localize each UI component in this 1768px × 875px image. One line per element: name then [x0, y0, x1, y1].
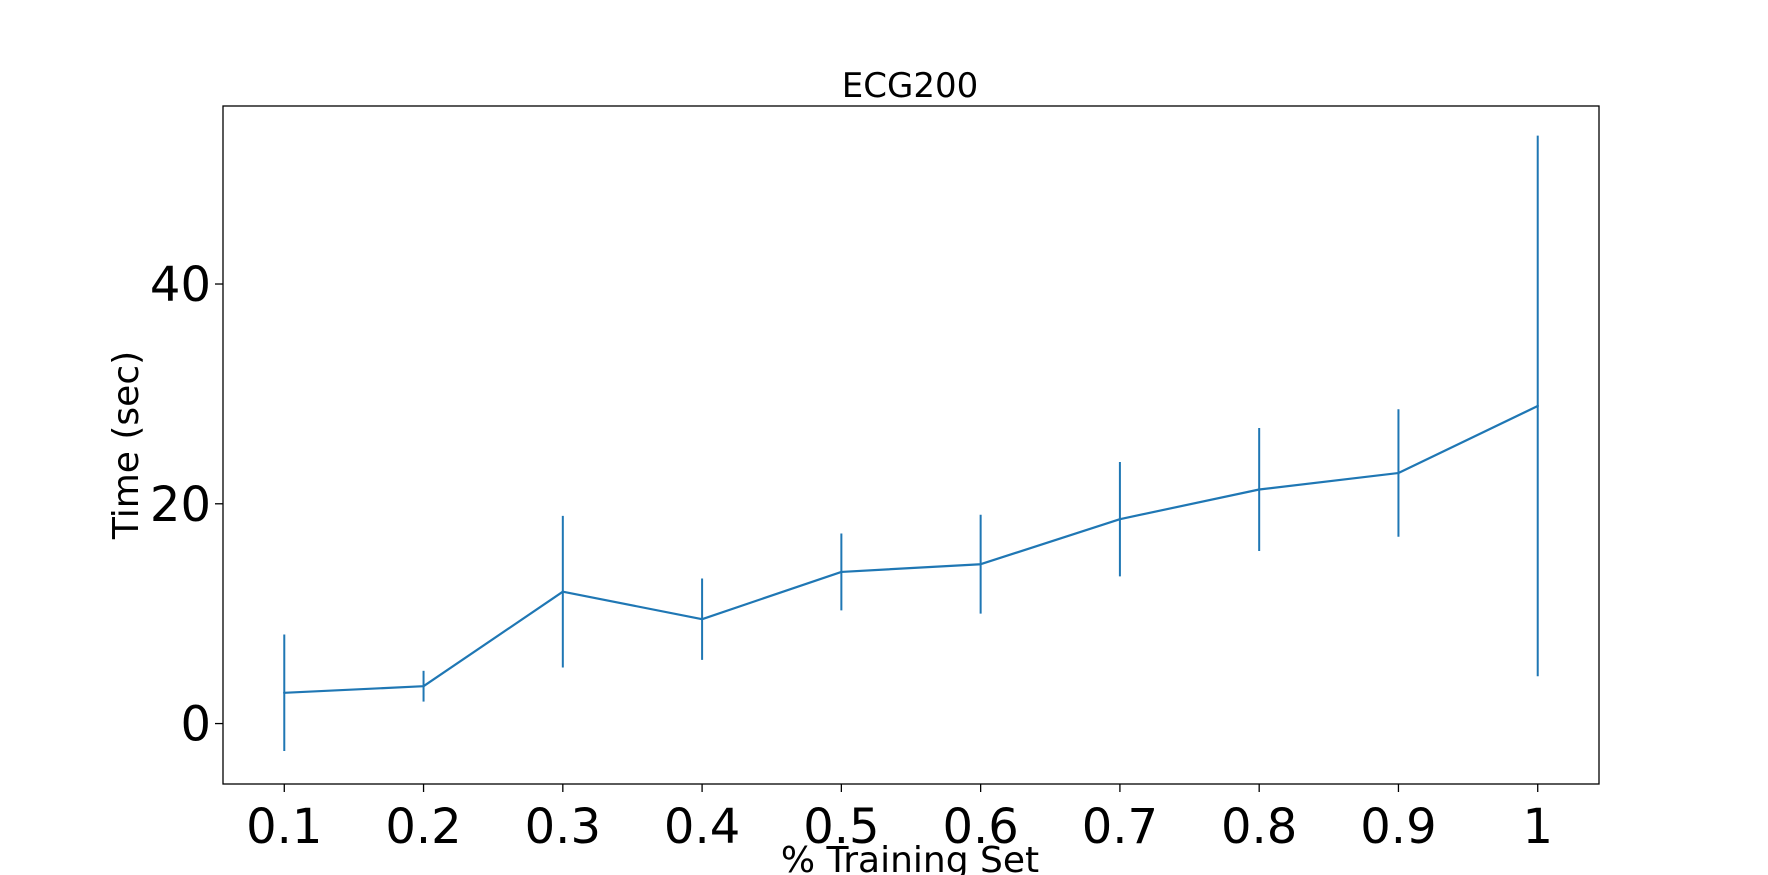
x-tick-label: 0.5: [803, 799, 879, 855]
data-point: [283, 691, 286, 694]
x-tick-label: 0.2: [385, 799, 461, 855]
data-point: [1536, 404, 1539, 408]
data-point: [840, 570, 843, 574]
chart-title: ECG200: [842, 66, 978, 106]
x-axis-label: % Training Set: [781, 840, 1039, 875]
plot-area-frame: [222, 105, 1600, 785]
data-point: [1397, 471, 1400, 475]
y-tick-label: 0: [180, 697, 211, 753]
y-axis: 0 20 40: [150, 257, 223, 753]
x-tick-label: 0.8: [1221, 799, 1297, 855]
y-axis-label: Time (sec): [106, 351, 147, 540]
x-tick-label: 0.6: [942, 799, 1018, 855]
data-point: [422, 685, 425, 688]
x-tick-label: 0.1: [246, 799, 322, 855]
x-tick-label: 0.7: [1082, 799, 1158, 855]
series-layer: [283, 135, 1539, 752]
data-point: [1118, 517, 1122, 521]
data-point: [979, 563, 982, 566]
y-tick-label: 20: [150, 477, 211, 533]
series-line: [284, 404, 1539, 694]
data-point: [561, 590, 565, 593]
data-point: [1257, 488, 1261, 491]
y-tick-label: 40: [150, 257, 211, 313]
data-point: [700, 617, 704, 621]
x-tick-label: 0.3: [525, 799, 601, 855]
x-tick-label: 0.9: [1360, 799, 1436, 855]
x-tick-label: 1: [1522, 799, 1553, 855]
x-tick-label: 0.4: [664, 799, 740, 855]
x-axis: 0.1 0.2 0.3 0.4 0.5 0.6 0.7 0.8 0.9 1: [246, 784, 1553, 855]
